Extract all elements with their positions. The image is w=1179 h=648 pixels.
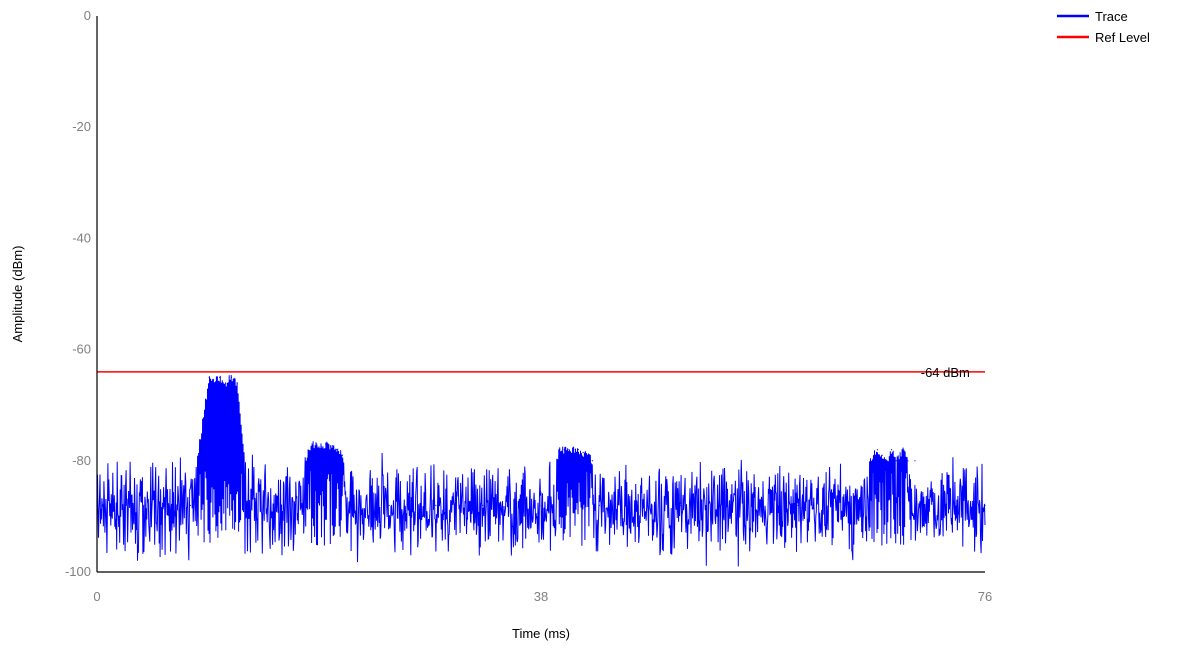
trace-point	[213, 382, 215, 384]
y-tick-label: -80	[72, 453, 91, 468]
trace-point	[961, 504, 963, 506]
y-tick-label: -60	[72, 342, 91, 357]
y-tick-labels: 0 -20 -40 -60 -80 -100	[65, 8, 91, 579]
trace-point	[224, 382, 227, 384]
trace-point	[598, 504, 601, 506]
trace-point	[219, 376, 221, 378]
trace-point	[320, 446, 322, 448]
trace-point	[540, 504, 542, 506]
y-tick-label: -20	[72, 119, 91, 134]
trace-series	[96, 374, 986, 567]
trace-point	[568, 449, 570, 451]
trace-point	[577, 449, 580, 451]
trace-point	[236, 382, 238, 384]
trace-point	[984, 504, 986, 506]
trace-point	[311, 443, 313, 445]
trace-point	[435, 504, 437, 506]
trace-point	[316, 443, 318, 445]
trace-point	[230, 376, 232, 378]
y-tick-label: 0	[84, 8, 91, 23]
trace-point	[886, 460, 888, 462]
trace-point	[563, 449, 566, 451]
trace-point	[978, 504, 980, 506]
legend: Trace Ref Level	[1057, 9, 1150, 45]
x-tick-label: 76	[978, 589, 992, 604]
trace-point	[895, 460, 897, 462]
trace-point	[680, 504, 682, 506]
x-tick-label: 38	[534, 589, 548, 604]
trace-point	[388, 504, 390, 506]
trace-point	[573, 449, 575, 451]
trace-point	[890, 449, 893, 451]
trace-point	[248, 504, 250, 506]
legend-label-ref-level: Ref Level	[1095, 30, 1150, 45]
axes	[96, 16, 985, 573]
trace-point	[876, 449, 879, 451]
trace-point	[591, 460, 594, 462]
trace-point	[482, 504, 484, 506]
trace-point	[907, 460, 909, 462]
x-tick-labels: 0 38 76	[93, 589, 992, 604]
trace-point	[335, 449, 338, 451]
trace-point	[189, 504, 192, 506]
trace-point	[208, 376, 210, 378]
ref-level-label: -64 dBm	[921, 365, 970, 380]
y-axis-title: Amplitude (dBm)	[10, 246, 25, 343]
trace-point	[341, 454, 343, 456]
trace-point	[582, 451, 584, 454]
trace-point	[330, 446, 332, 448]
trace-point	[937, 504, 939, 506]
y-tick-label: -100	[65, 564, 91, 579]
legend-label-trace: Trace	[1095, 9, 1128, 24]
trace-point	[633, 504, 636, 506]
trace-point	[739, 504, 741, 506]
x-axis-title: Time (ms)	[512, 626, 570, 641]
trace-point	[797, 504, 799, 506]
trace-point	[283, 504, 285, 506]
trace-point	[881, 454, 883, 456]
trace-point	[143, 504, 145, 506]
y-tick-label: -40	[72, 230, 91, 245]
annotations: -64 dBm	[921, 365, 970, 380]
trace-point	[559, 449, 561, 451]
trace-point	[914, 460, 916, 462]
trace-point	[353, 504, 355, 506]
trace-point	[325, 443, 327, 445]
trace-point	[587, 454, 589, 456]
trace-line	[96, 374, 986, 567]
trace-point	[832, 504, 834, 506]
x-tick-label: 0	[93, 589, 100, 604]
trace-point	[902, 449, 904, 451]
